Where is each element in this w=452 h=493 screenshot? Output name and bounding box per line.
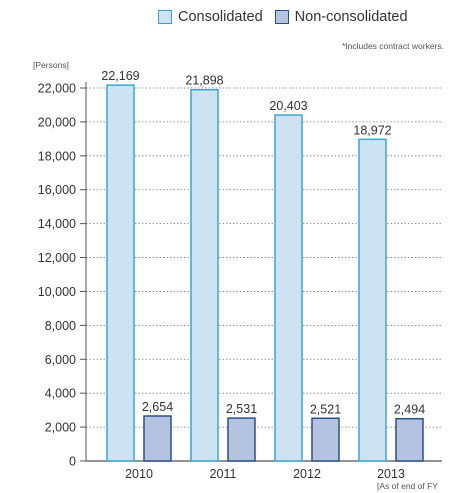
data-label-consolidated-2010: 22,169 (101, 69, 139, 83)
bar-consolidated-2010 (106, 84, 135, 462)
data-label-non-consolidated-2011: 2,531 (226, 402, 257, 416)
y-tick-label: 10,000 (38, 285, 76, 299)
legend-swatch-non-consolidated (274, 10, 289, 24)
legend: Consolidated Non-consolidated (158, 9, 420, 25)
data-label-consolidated-2011: 21,898 (185, 74, 223, 88)
y-tick-label: 22,000 (38, 82, 76, 96)
bar-consolidated-2012 (274, 114, 303, 462)
y-tick-label: 16,000 (38, 183, 76, 197)
footnote: *Includes contract workers. (341, 41, 444, 51)
bar-non-consolidated-2013 (395, 417, 424, 462)
data-label-non-consolidated-2013: 2,494 (394, 403, 425, 417)
y-tick-label: 18,000 (38, 149, 76, 163)
y-axis-unit-label: [Persons] (33, 60, 69, 70)
y-tick-label: 8,000 (45, 319, 76, 333)
y-tick-label: 6,000 (45, 353, 76, 367)
y-tick-label: 20,000 (38, 115, 76, 129)
legend-item-non-consolidated: Non-consolidated (274, 9, 408, 25)
bar-consolidated-2011 (190, 88, 219, 462)
legend-item-consolidated: Consolidated (158, 9, 263, 25)
x-tick-label: 2012 (293, 467, 321, 481)
data-label-consolidated-2013: 18,972 (353, 123, 391, 137)
y-tick-label: 4,000 (45, 387, 76, 401)
legend-swatch-consolidated (158, 10, 172, 24)
y-tick-label: 14,000 (38, 217, 76, 231)
bar-non-consolidated-2011 (227, 417, 256, 462)
y-tick-label: 0 (69, 455, 76, 469)
as-of-label: [As of end of FY (377, 481, 438, 491)
y-tick-label: 12,000 (38, 251, 76, 265)
data-label-consolidated-2012: 20,403 (269, 99, 307, 113)
y-tick-label: 2,000 (45, 421, 76, 435)
x-tick-label: 2010 (125, 467, 153, 481)
x-tick-label: 2011 (210, 467, 237, 481)
x-tick-label: 2013 (377, 467, 405, 481)
legend-label-non-consolidated: Non-consolidated (294, 9, 408, 25)
bar-consolidated-2013 (358, 138, 387, 462)
data-label-non-consolidated-2012: 2,521 (310, 402, 341, 416)
bar-non-consolidated-2012 (311, 417, 340, 462)
legend-label-consolidated: Consolidated (178, 9, 263, 25)
data-label-non-consolidated-2010: 2,654 (142, 400, 173, 414)
bar-non-consolidated-2010 (143, 415, 172, 462)
